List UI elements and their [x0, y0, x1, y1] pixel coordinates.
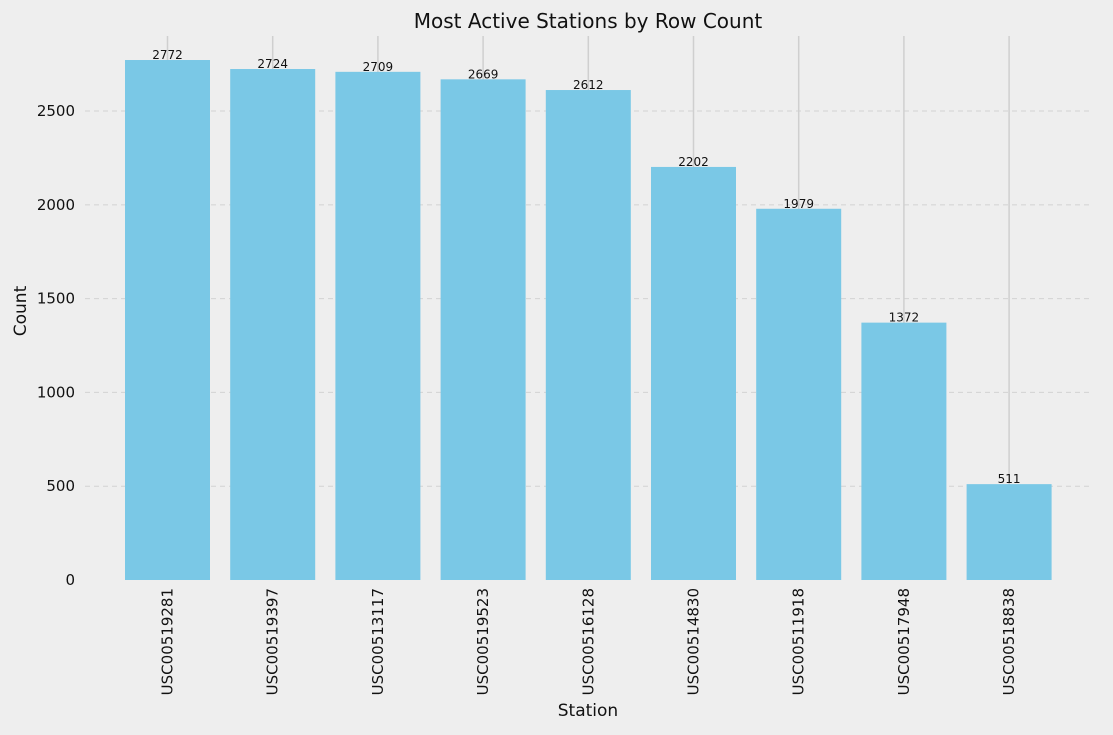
y-tick-label: 1000	[37, 383, 75, 401]
data-label: 1979	[783, 197, 814, 211]
data-label: 2772	[152, 48, 183, 62]
y-tick-label: 500	[46, 477, 75, 495]
y-tick-label: 1500	[37, 290, 75, 308]
bar	[335, 71, 421, 580]
data-label: 2709	[363, 60, 394, 74]
x-tick-label: USC00513117	[369, 588, 387, 695]
y-tick-label: 0	[65, 571, 75, 589]
data-labels-layer: 2772 2724 2709 2669 2612 2202 1979 1372 511	[152, 48, 1020, 486]
x-tick-label: USC00516128	[579, 588, 597, 695]
x-axis-label: Station	[558, 701, 618, 721]
y-axis-label: Count	[11, 285, 31, 336]
x-ticks-layer: USC00519281 USC00519397 USC00513117 USC0051…	[159, 588, 1019, 695]
data-label: 1372	[889, 311, 920, 325]
bar	[125, 60, 210, 580]
bar	[230, 69, 316, 581]
x-tick-label: USC00519397	[264, 588, 282, 695]
y-tick-label: 2500	[37, 102, 75, 120]
bar	[861, 322, 947, 580]
data-label: 511	[998, 472, 1021, 486]
x-tick-label: USC00519523	[474, 588, 492, 695]
data-label: 2669	[468, 67, 499, 81]
data-label: 2202	[678, 155, 709, 169]
x-tick-label: USC00514830	[685, 588, 703, 695]
x-tick-label: USC00519281	[159, 588, 177, 695]
data-label: 2612	[573, 78, 604, 92]
x-tick-label: USC00511918	[790, 588, 808, 695]
x-tick-label: USC00517948	[895, 588, 913, 695]
bar	[966, 484, 1052, 580]
x-tick-label: USC00518838	[1000, 588, 1018, 695]
bar	[756, 208, 842, 580]
y-tick-label: 2000	[37, 196, 75, 214]
bars-layer	[125, 60, 1052, 581]
y-ticks-layer: 0 500 1000 1500 2000 2500	[37, 102, 75, 589]
bar	[440, 79, 526, 581]
bar	[651, 166, 736, 580]
chart-title: Most Active Stations by Row Count	[414, 9, 763, 33]
bar	[545, 90, 631, 580]
data-label: 2724	[257, 57, 288, 71]
